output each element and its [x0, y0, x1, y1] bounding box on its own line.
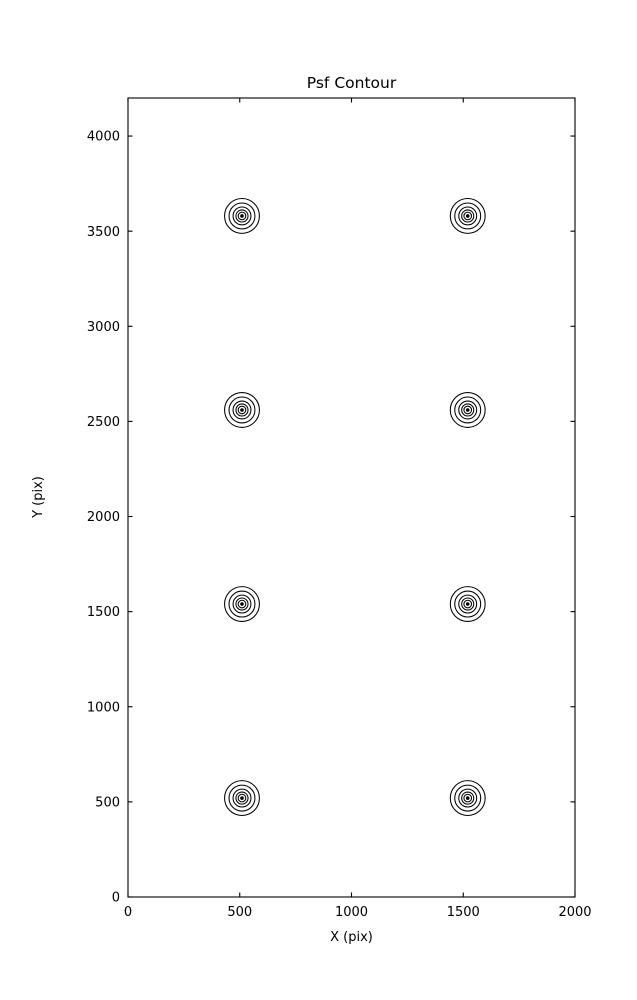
psf-contour-ring — [463, 793, 473, 803]
psf-contour-ring — [449, 586, 486, 622]
psf-contour-blob — [449, 392, 486, 428]
psf-contour-ring — [224, 780, 260, 817]
page-title: Psf Contour — [307, 74, 397, 92]
psf-peak-core — [465, 408, 470, 412]
y-tick-label: 3000 — [87, 320, 120, 335]
psf-contour-ring — [461, 791, 475, 805]
psf-contour-ring — [458, 594, 478, 614]
psf-peak-core — [240, 796, 244, 800]
y-axis-label: Y (pix) — [31, 476, 46, 519]
y-tick-label: 3500 — [87, 225, 120, 240]
contour-series — [224, 197, 486, 817]
psf-contour-ring — [237, 405, 247, 415]
y-tick-label: 0 — [112, 891, 120, 906]
psf-contour-ring — [449, 197, 486, 234]
psf-contour-ring — [449, 392, 486, 428]
psf-contour-ring — [449, 780, 486, 817]
psf-contour-blob — [224, 586, 260, 622]
psf-contour-ring — [232, 788, 252, 808]
y-tick-label: 1000 — [87, 700, 120, 715]
psf-contour-ring — [461, 597, 475, 611]
x-tick-label: 1500 — [447, 905, 480, 920]
psf-peak-core — [465, 602, 470, 606]
axes-background — [128, 98, 575, 897]
psf-contour-ring — [454, 202, 482, 230]
psf-peak-core — [465, 796, 470, 800]
psf-contour-ring — [235, 209, 249, 223]
psf-contour-ring — [224, 392, 260, 428]
psf-contour-ring — [228, 784, 256, 812]
psf-contour-ring — [458, 206, 478, 226]
psf-contour-blob — [449, 586, 486, 622]
psf-contour-ring — [232, 206, 252, 226]
y-tick-label: 2000 — [87, 510, 120, 525]
psf-contour-ring — [232, 400, 252, 420]
y-tick-label: 1500 — [87, 605, 120, 620]
x-axis-label: X (pix) — [330, 930, 373, 945]
psf-contour-ring — [463, 211, 473, 221]
x-tick-label: 500 — [227, 905, 252, 920]
axes-spines — [127, 97, 576, 898]
psf-contour-ring — [461, 209, 475, 223]
x-tick-label: 2000 — [558, 905, 591, 920]
y-tick-label: 500 — [95, 795, 120, 810]
psf-contour-blob — [449, 197, 486, 234]
psf-peak-core — [240, 602, 244, 606]
psf-contour-ring — [235, 597, 249, 611]
psf-contour-ring — [458, 400, 478, 420]
psf-contour-ring — [463, 405, 473, 415]
psf-contour-blob — [224, 197, 260, 234]
psf-contour-ring — [228, 590, 256, 618]
psf-contour-ring — [454, 784, 482, 812]
psf-contour-ring — [228, 396, 256, 424]
psf-contour-ring — [237, 793, 247, 803]
psf-contour-ring — [232, 594, 252, 614]
psf-contour-ring — [235, 791, 249, 805]
x-tick-label: 1000 — [335, 905, 368, 920]
psf-contour-blob — [449, 780, 486, 817]
psf-contour-ring — [458, 788, 478, 808]
psf-peak-core — [240, 214, 244, 218]
psf-contour-blob — [224, 392, 260, 428]
psf-contour-ring — [454, 396, 482, 424]
x-tick-label: 0 — [124, 905, 132, 920]
psf-contour-ring — [228, 202, 256, 230]
psf-contour-ring — [237, 211, 247, 221]
psf-contour-ring — [235, 403, 249, 417]
psf-contour-ring — [461, 403, 475, 417]
y-tick-label: 2500 — [87, 415, 120, 430]
psf-contour-ring — [454, 590, 482, 618]
psf-contour-ring — [237, 599, 247, 609]
psf-contour-ring — [463, 599, 473, 609]
psf-contour-blob — [224, 780, 260, 817]
psf-peak-core — [240, 408, 244, 412]
axis-tick-labels: 0 500 1000 1500 2000 0 500 1000 1500 2000 2500 3000… — [87, 130, 592, 920]
psf-contour-ring — [224, 586, 260, 622]
psf-contour-ring — [224, 197, 260, 234]
psf-peak-core — [465, 214, 470, 218]
y-tick-label: 4000 — [87, 130, 120, 145]
